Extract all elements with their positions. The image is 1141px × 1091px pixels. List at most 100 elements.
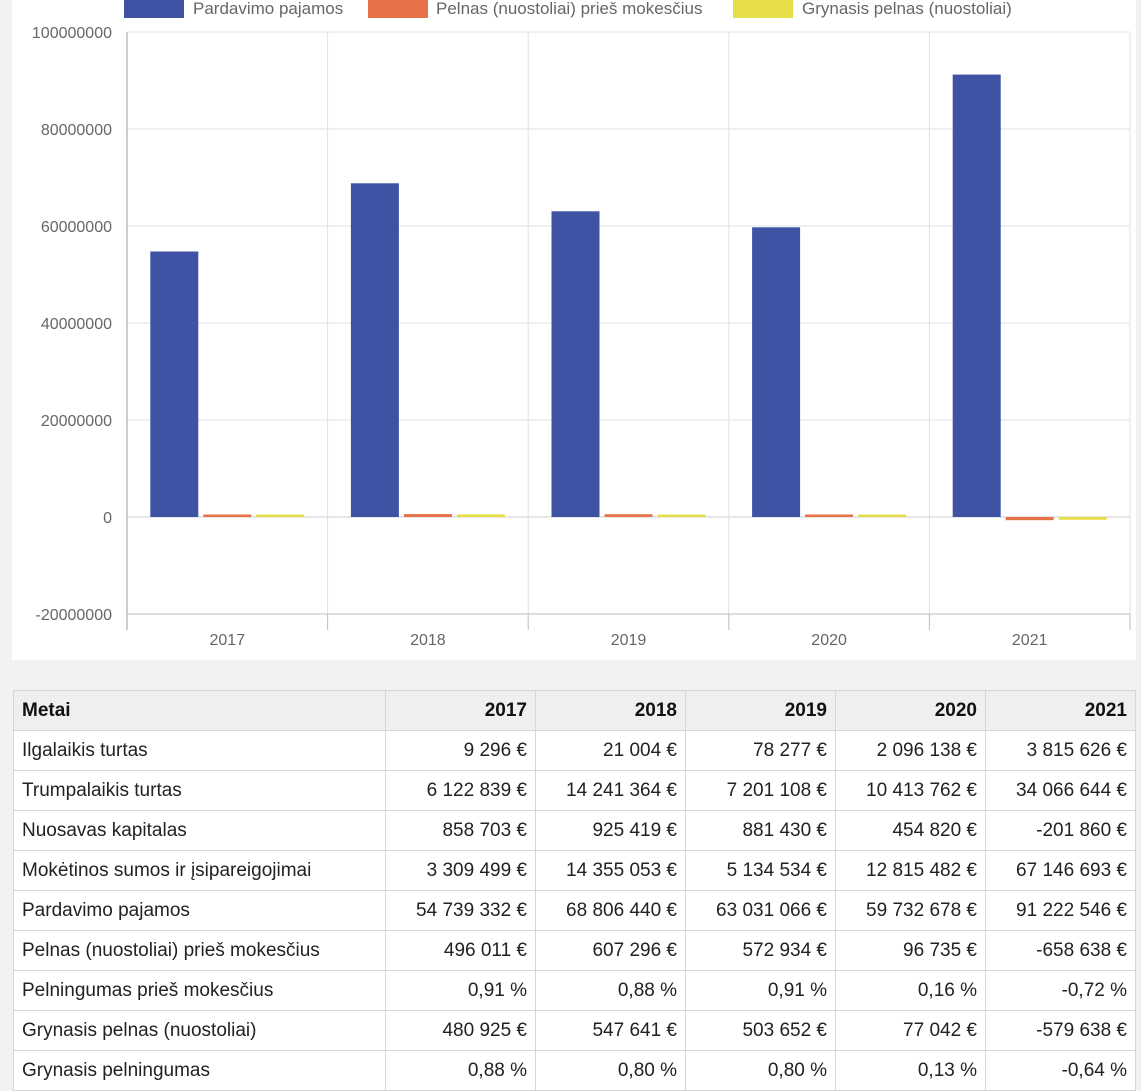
financial-table: Metai 2017 2018 2019 2020 2021 Ilgalaiki… [13, 690, 1136, 1091]
row-label: Grynasis pelningumas [13, 1050, 386, 1091]
table-cell: 0,13 % [835, 1050, 986, 1091]
table-row: Trumpalaikis turtas 6 122 839 € 14 241 3… [13, 770, 1136, 811]
table-cell: 5 134 534 € [685, 850, 836, 891]
row-label: Pardavimo pajamos [13, 890, 386, 931]
header-year-2018: 2018 [535, 690, 686, 731]
header-year-2019: 2019 [685, 690, 836, 731]
table-cell: 14 241 364 € [535, 770, 686, 811]
table-cell: 67 146 693 € [985, 850, 1136, 891]
table-row: Grynasis pelningumas 0,88 % 0,80 % 0,80 … [13, 1050, 1136, 1091]
table-cell: 34 066 644 € [985, 770, 1136, 811]
table-row: Grynasis pelnas (nuostoliai) 480 925 € 5… [13, 1010, 1136, 1051]
table-cell: 858 703 € [385, 810, 536, 851]
bar-2021-series-3 [1058, 517, 1107, 520]
bar-2017-series-2 [203, 514, 252, 517]
table-cell: 0,80 % [535, 1050, 686, 1091]
table-cell: 496 011 € [385, 930, 536, 971]
table-cell: 14 355 053 € [535, 850, 686, 891]
legend-label-3: Grynasis pelnas (nuostoliai) [802, 0, 1012, 18]
table-row: Nuosavas kapitalas 858 703 € 925 419 € 8… [13, 810, 1136, 851]
table-cell: 21 004 € [535, 730, 686, 771]
table-cell: 0,88 % [535, 970, 686, 1011]
table-cell: 547 641 € [535, 1010, 686, 1051]
bar-2017-series-1 [150, 251, 199, 518]
table-cell: 0,91 % [385, 970, 536, 1011]
chart-card: 100000000 80000000 60000000 40000000 2000000… [12, 0, 1136, 660]
table-row: Ilgalaikis turtas 9 296 € 21 004 € 78 27… [13, 730, 1136, 771]
table-cell: 3 309 499 € [385, 850, 536, 891]
y-tick-label: 20000000 [41, 413, 112, 430]
table-header-row: Metai 2017 2018 2019 2020 2021 [13, 690, 1136, 731]
table-cell: 0,88 % [385, 1050, 536, 1091]
bar-2018-series-2 [403, 514, 452, 517]
x-tick-label: 2018 [410, 632, 446, 649]
legend-label-1: Pardavimo pajamos [193, 0, 343, 18]
bar-2021-series-2 [1005, 517, 1054, 521]
legend-swatch-2 [368, 0, 428, 18]
table-cell: 77 042 € [835, 1010, 986, 1051]
table-cell: 96 735 € [835, 930, 986, 971]
x-tick-label: 2017 [210, 632, 246, 649]
table-cell: 503 652 € [685, 1010, 836, 1051]
table-cell: 454 820 € [835, 810, 986, 851]
bar-2020-series-3 [858, 514, 907, 517]
financial-table-wrapper: Metai 2017 2018 2019 2020 2021 Ilgalaiki… [13, 690, 1136, 1091]
table-cell: 10 413 762 € [835, 770, 986, 811]
table-cell: -579 638 € [985, 1010, 1136, 1051]
table-cell: 59 732 678 € [835, 890, 986, 931]
y-tick-label: 80000000 [41, 122, 112, 139]
legend-swatch-3 [733, 0, 793, 18]
table-cell: 54 739 332 € [385, 890, 536, 931]
table-cell: 0,16 % [835, 970, 986, 1011]
table-cell: 6 122 839 € [385, 770, 536, 811]
table-cell: 68 806 440 € [535, 890, 686, 931]
y-tick-label: 0 [103, 510, 112, 527]
table-cell: 0,80 % [685, 1050, 836, 1091]
table-cell: -0,72 % [985, 970, 1136, 1011]
table-row: Mokėtinos sumos ir įsipareigojimai 3 309… [13, 850, 1136, 891]
bar-2021-series-1 [952, 74, 1001, 517]
header-label: Metai [13, 690, 386, 731]
row-label: Mokėtinos sumos ir įsipareigojimai [13, 850, 386, 891]
table-cell: -201 860 € [985, 810, 1136, 851]
bar-2019-series-1 [551, 211, 600, 518]
row-label: Pelningumas prieš mokesčius [13, 970, 386, 1011]
table-cell: -0,64 % [985, 1050, 1136, 1091]
bar-2020-series-2 [805, 514, 854, 517]
row-label: Pelnas (nuostoliai) prieš mokesčius [13, 930, 386, 971]
table-cell: 607 296 € [535, 930, 686, 971]
bar-2019-series-3 [657, 514, 706, 517]
table-cell: -658 638 € [985, 930, 1136, 971]
x-tick-label: 2019 [611, 632, 647, 649]
y-tick-label: 60000000 [41, 219, 112, 236]
table-row: Pelnas (nuostoliai) prieš mokesčius 496 … [13, 930, 1136, 971]
bar-2018-series-3 [456, 514, 505, 517]
y-tick-label: 100000000 [32, 25, 112, 42]
table-cell: 572 934 € [685, 930, 836, 971]
table-cell: 881 430 € [685, 810, 836, 851]
bar-chart: 100000000 80000000 60000000 40000000 2000000… [32, 0, 1131, 649]
table-cell: 3 815 626 € [985, 730, 1136, 771]
bar-2017-series-3 [256, 514, 305, 517]
row-label: Grynasis pelnas (nuostoliai) [13, 1010, 386, 1051]
header-year-2021: 2021 [985, 690, 1136, 731]
legend-swatch-1 [124, 0, 184, 18]
x-tick-label: 2020 [811, 632, 847, 649]
row-label: Nuosavas kapitalas [13, 810, 386, 851]
table-cell: 7 201 108 € [685, 770, 836, 811]
table-cell: 0,91 % [685, 970, 836, 1011]
header-year-2017: 2017 [385, 690, 536, 731]
table-row: Pardavimo pajamos 54 739 332 € 68 806 44… [13, 890, 1136, 931]
header-year-2020: 2020 [835, 690, 986, 731]
table-cell: 91 222 546 € [985, 890, 1136, 931]
bar-2018-series-1 [350, 183, 399, 518]
legend-label-2: Pelnas (nuostoliai) prieš mokesčius [436, 0, 702, 18]
table-cell: 78 277 € [685, 730, 836, 771]
table-row: Pelningumas prieš mokesčius 0,91 % 0,88 … [13, 970, 1136, 1011]
y-tick-label: 40000000 [41, 316, 112, 333]
y-tick-label: -20000000 [35, 607, 112, 624]
row-label: Trumpalaikis turtas [13, 770, 386, 811]
table-cell: 925 419 € [535, 810, 686, 851]
table-cell: 63 031 066 € [685, 890, 836, 931]
bar-2019-series-2 [604, 514, 653, 517]
